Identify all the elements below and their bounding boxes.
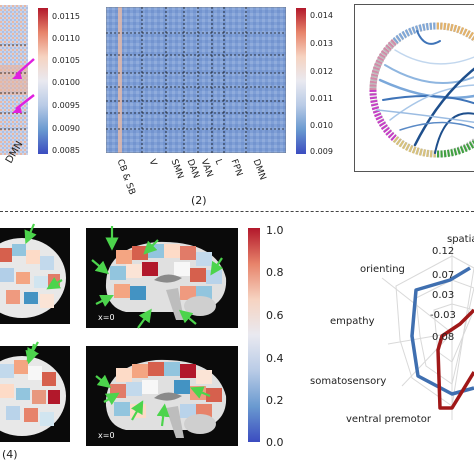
- panel-1-colorbar: [38, 8, 48, 154]
- panel-2-matrix: [105, 6, 287, 154]
- radar-axis-label: empathy: [330, 316, 375, 327]
- tick: 1.0: [266, 224, 284, 237]
- brain-parcellation: [0, 356, 66, 436]
- panel-2-colorbar-ticks: 0.014 0.013 0.012 0.011 0.010 0.009: [310, 8, 346, 156]
- tick: 0.0: [266, 436, 284, 449]
- radar-ring-label: 0.07: [432, 270, 455, 281]
- radar-axis-label: orienting: [360, 264, 405, 275]
- panel-2-heatmap: [105, 6, 287, 154]
- green-arrows: [24, 223, 224, 427]
- radar-axis-label: ventral premotor: [346, 414, 431, 425]
- tick: 0.2: [266, 394, 284, 407]
- tick: 0.0110: [52, 34, 80, 43]
- x-label: FPN: [228, 158, 244, 178]
- bottom-colorbar-ticks: 1.0 0.8 0.6 0.4 0.2 0.0: [266, 224, 290, 449]
- tick: 0.0085: [52, 146, 80, 155]
- tick: 0.0095: [52, 101, 80, 110]
- x-label: SMN: [168, 158, 185, 181]
- tick: 0.014: [310, 11, 333, 20]
- tick: 0.013: [310, 39, 333, 48]
- tick: 0.0115: [52, 12, 80, 21]
- x-label: CB & SB: [114, 158, 137, 197]
- chord-diagram: [369, 22, 474, 158]
- radar-chart: [381, 238, 474, 420]
- slice-coordinate: x=0: [98, 313, 115, 322]
- magenta-arrows: [12, 58, 35, 113]
- x-label: DMN: [250, 158, 268, 182]
- tick: 0.010: [310, 121, 333, 130]
- section-divider: [0, 211, 474, 212]
- tick: 0.8: [266, 266, 284, 279]
- panel-3-chord-frame: [354, 4, 474, 172]
- tick: 0.011: [310, 94, 333, 103]
- tick: 0.0090: [52, 124, 80, 133]
- tick: 0.4: [266, 352, 284, 365]
- slice-coordinate: x=0: [98, 431, 115, 440]
- radar-axis-label: somatosensory: [310, 376, 387, 387]
- radar-ring-label: 0.03: [432, 290, 455, 301]
- radar-axis-label: spatial: [447, 234, 474, 245]
- tick: 0.009: [310, 147, 333, 156]
- panel-1-colorbar-ticks: 0.0115 0.0110 0.0105 0.0100 0.0095 0.009…: [52, 8, 92, 155]
- tick: 0.012: [310, 67, 333, 76]
- x-label: L: [212, 158, 224, 167]
- series-red: [436, 308, 474, 410]
- panel-2-colorbar: [296, 8, 306, 154]
- x-label: V: [146, 158, 159, 168]
- tick: 0.6: [266, 309, 284, 322]
- radar-ring-label: 0.08: [432, 332, 455, 343]
- radar-ring-label: -0.03: [430, 310, 456, 321]
- tick: 0.0100: [52, 78, 80, 87]
- tick: 0.0105: [52, 56, 80, 65]
- bottom-colorbar: [248, 228, 260, 442]
- radar-ring-label: 0.12: [432, 246, 455, 257]
- caption-2: (2): [191, 194, 207, 207]
- series-blue: [410, 266, 474, 396]
- caption-4: (4): [2, 448, 18, 461]
